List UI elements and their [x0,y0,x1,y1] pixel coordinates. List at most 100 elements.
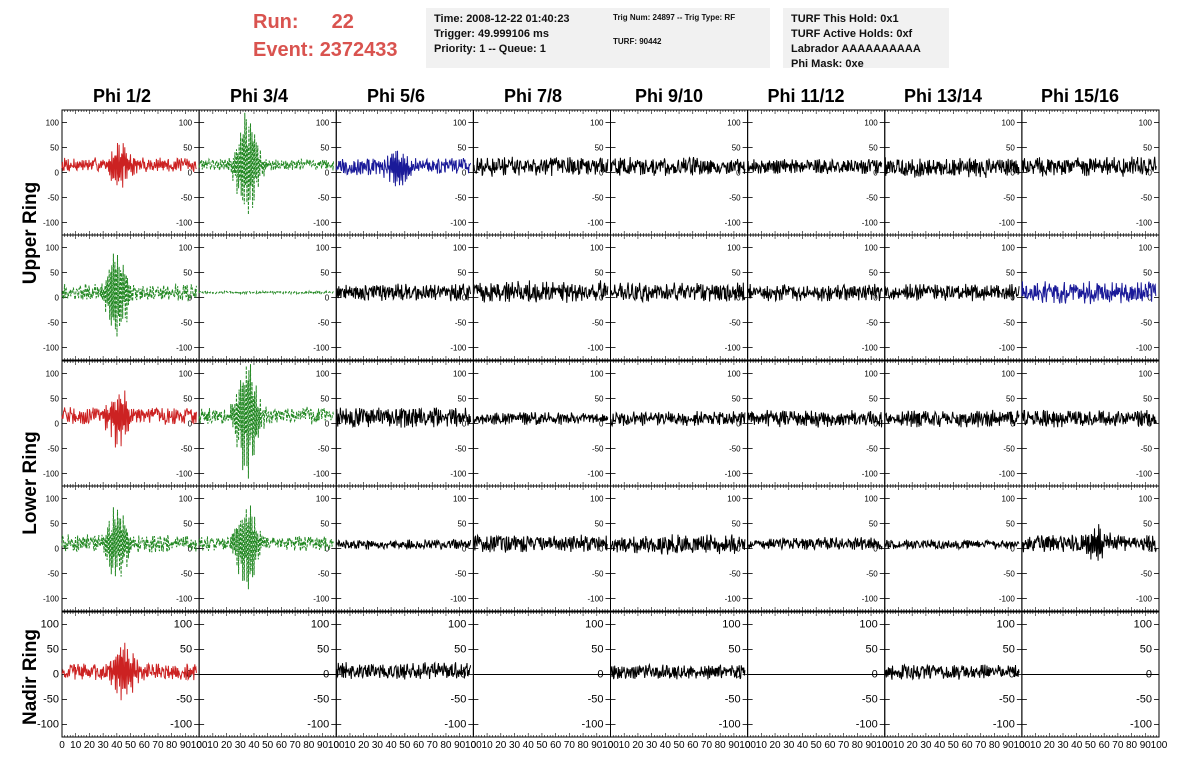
y-tick-label: 0 [460,669,466,681]
y-tick-label: 100 [311,619,329,631]
waveform-trace [198,505,334,590]
waveform-trace [747,158,883,175]
y-tick-label: 50 [317,644,329,656]
y-tick-label: -100 [999,470,1016,479]
y-tick-label: -50 [318,319,330,328]
y-tick-label: 0 [325,294,330,303]
time-info-box: Time: 2008-12-22 01:40:23 Trigger: 49.99… [426,8,616,68]
y-tick-label: 100 [316,244,330,253]
y-tick-label: -50 [181,319,193,328]
x-tick-label: 20 [907,740,919,751]
y-tick-label: 0 [325,420,330,429]
x-tick-label: 70 [152,740,164,751]
y-tick-label: -50 [181,445,193,454]
y-tick-label: 100 [590,119,604,128]
x-tick-label: 40 [248,740,260,751]
x-tick-label: 50 [536,740,548,751]
x-tick-label: 20 [84,740,96,751]
waveform-trace [335,150,472,187]
y-tick-label: -50 [450,694,466,706]
x-tick-label: 70 [701,740,713,751]
y-tick-label: -100 [176,470,193,479]
run-label: Run: 22 [253,10,354,34]
y-tick-label: 50 [183,269,192,278]
y-tick-label: -50 [862,694,878,706]
x-tick-label: 30 [235,740,247,751]
y-tick-label: 100 [46,495,60,504]
waveform-trace [1021,281,1157,305]
x-tick-label: 20 [632,740,644,751]
x-tick-label: 70 [1112,740,1124,751]
x-tick-label: 70 [838,740,850,751]
y-tick-label: -50 [866,570,878,579]
y-tick-label: 50 [728,644,740,656]
y-tick-label: -50 [592,194,604,203]
y-tick-label: 100 [727,244,741,253]
y-tick-label: 50 [50,395,59,404]
y-tick-label: 50 [457,144,466,153]
y-tick-label: 50 [1006,269,1015,278]
y-tick-label: -100 [725,470,742,479]
y-tick-label: -50 [588,694,604,706]
y-tick-label: -50 [1140,319,1152,328]
y-tick-label: 100 [316,370,330,379]
y-tick-label: 50 [869,269,878,278]
x-tick-label: 70 [290,740,302,751]
x-tick-label: 10 [344,740,356,751]
x-tick-label: 80 [166,740,178,751]
x-tick-label: 50 [674,740,686,751]
x-tick-label: 40 [111,740,123,751]
y-tick-label: -50 [47,194,59,203]
y-tick-label: 0 [53,669,59,681]
x-tick-label: 100 [876,740,893,751]
waveform-trace [198,364,334,479]
y-tick-label: 50 [869,520,878,529]
x-tick-label: 90 [865,740,877,751]
x-tick-label: 60 [550,740,562,751]
y-tick-label: -50 [47,319,59,328]
x-tick-label: 30 [783,740,795,751]
y-tick-label: -100 [450,344,467,353]
priority-text: Priority: 1 -- Queue: 1 [434,43,546,55]
x-tick-label: 30 [920,740,932,751]
y-tick-label: 0 [873,545,878,554]
time-text: Time: 2008-12-22 01:40:23 [434,13,570,25]
y-tick-label: 0 [736,294,741,303]
x-tick-label: 70 [975,740,987,751]
y-tick-label: 50 [866,644,878,656]
y-tick-label: 0 [736,420,741,429]
x-tick-label: 20 [769,740,781,751]
panel-frame [884,234,1023,361]
event-label: Event: 2372433 [253,38,398,62]
waveform-trace [610,534,746,555]
y-tick-label: 50 [732,269,741,278]
y-tick-label: -50 [43,694,59,706]
x-tick-label: 80 [715,740,727,751]
waveform-trace [884,663,1020,681]
y-tick-label: -100 [450,595,467,604]
waveform-trace [610,282,746,304]
y-tick-label: -100 [170,719,192,731]
y-tick-label: -50 [47,570,59,579]
y-tick-label: -100 [43,595,60,604]
y-tick-label: 50 [1143,520,1152,529]
waveform-trace [884,157,1020,178]
waveform-trace [335,283,472,302]
y-tick-label: 0 [1010,169,1015,178]
y-tick-label: 50 [457,520,466,529]
y-tick-label: 0 [55,545,60,554]
y-tick-label: 100 [590,370,604,379]
x-tick-label: 40 [1071,740,1083,751]
y-tick-label: 50 [732,144,741,153]
y-tick-label: 100 [46,244,60,253]
panel-frame [198,360,337,487]
y-tick-label: -100 [444,719,466,731]
x-tick-label: 20 [221,740,233,751]
waveform-trace [335,407,472,429]
y-tick-label: 50 [869,395,878,404]
y-tick-label: 0 [55,294,60,303]
y-tick-label: 100 [453,370,467,379]
y-tick-label: -50 [592,319,604,328]
panel-frame [472,109,611,236]
